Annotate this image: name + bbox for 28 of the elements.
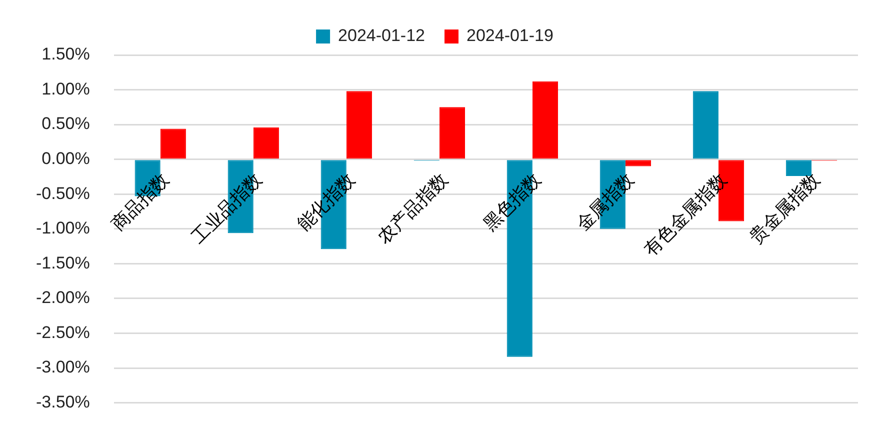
y-tick-label: -1.00% <box>36 218 90 238</box>
x-tick-label: 贵金属指数 <box>746 169 824 248</box>
bar <box>253 127 279 159</box>
bar <box>346 91 372 159</box>
y-tick-label: -3.00% <box>36 358 90 377</box>
x-tick-label: 金属指数 <box>572 169 638 234</box>
legend-label: 2024-01-19 <box>466 26 554 46</box>
y-tick-label: 1.00% <box>42 79 90 98</box>
x-tick-label: 能化指数 <box>294 169 359 234</box>
y-tick-label: 0.50% <box>42 114 90 134</box>
y-tick-label: -3.50% <box>36 392 90 412</box>
y-tick-label: -2.00% <box>36 288 90 308</box>
bar <box>439 107 466 159</box>
x-tick-label: 工业品指数 <box>188 169 266 248</box>
x-tick-label: 商品指数 <box>107 169 173 234</box>
bar <box>692 91 718 159</box>
y-tick-label: -1.50% <box>36 253 90 272</box>
bar <box>625 160 652 166</box>
y-tick-label: -2.50% <box>36 322 90 342</box>
x-tick-label: 有色金属指数 <box>640 169 731 260</box>
legend-label: 2024-01-12 <box>338 26 426 46</box>
bar <box>532 81 558 159</box>
y-tick-label: 1.50% <box>42 44 90 64</box>
y-tick-label: -0.50% <box>36 184 90 203</box>
x-tick-label: 黑色指数 <box>480 169 545 234</box>
x-tick-label: 农产品指数 <box>374 169 452 248</box>
bar <box>160 128 186 159</box>
y-tick-label: 0.00% <box>42 149 90 168</box>
